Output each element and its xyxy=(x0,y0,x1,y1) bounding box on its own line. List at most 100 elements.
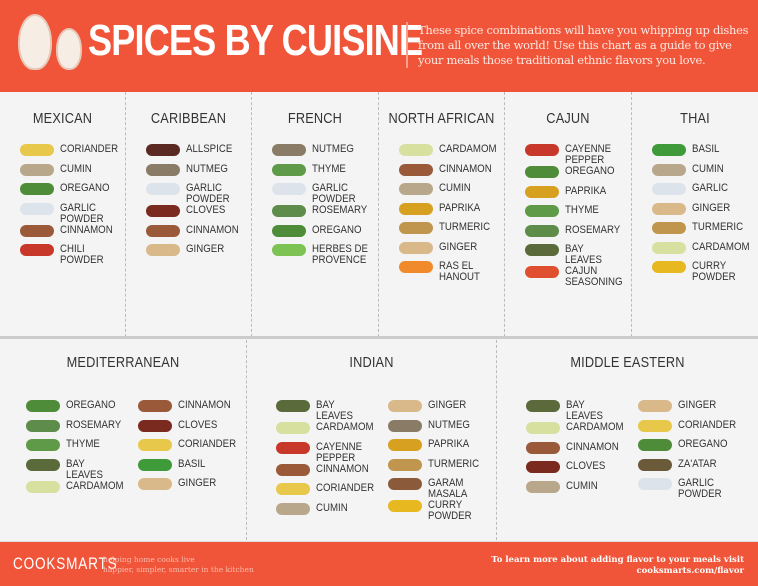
allspice-icon xyxy=(146,144,180,156)
chili-powder-icon xyxy=(20,244,54,256)
thyme-icon xyxy=(272,163,306,176)
spice-item: Ginger xyxy=(399,241,504,262)
nutmeg-icon xyxy=(388,419,422,432)
cuisine-indian: INDIAN Bay Leaves Cardamom Cayenne Pepper Ci… xyxy=(247,340,497,540)
spice-item: Ginger xyxy=(388,400,492,420)
spice-item: Garlic Powder xyxy=(146,183,251,205)
cuisine-title: FRENCH xyxy=(287,110,343,127)
garlic-powder-icon xyxy=(146,183,180,195)
spice-label: Coriander xyxy=(178,438,237,450)
spice-item: Cardamom xyxy=(652,240,758,262)
spice-label: Ginger xyxy=(692,201,731,214)
cuisine-french: FRENCH Nutmeg Thyme Garlic Powder Rosemary Or… xyxy=(252,92,379,337)
spice-list: Cayenne Pepper Oregano Paprika Thyme Rosemar… xyxy=(505,144,631,288)
oregano-icon xyxy=(272,224,306,237)
cta-link[interactable]: To learn more about adding flavor to you… xyxy=(491,555,744,576)
cuisine-cajun: CAJUN Cayenne Pepper Oregano Paprika Thyme Ro… xyxy=(505,92,632,337)
spice-label: Turmeric xyxy=(692,221,744,233)
spice-label: Paprika xyxy=(428,438,470,450)
spice-item: Ginger xyxy=(652,201,758,223)
spice-item: Oregano xyxy=(638,439,742,459)
spice-item: Garlic Powder xyxy=(638,478,742,500)
cuisine-title: MEDITERRANEAN xyxy=(66,354,180,371)
garlic-icon xyxy=(18,14,52,70)
tagline: helping home cooks live happier, simpler… xyxy=(103,555,254,574)
spice-item: Coriander xyxy=(638,419,742,440)
spice-label: Cinnamon xyxy=(60,223,113,236)
spice-item: Cinnamon xyxy=(276,463,380,484)
spice-label: Cardamom xyxy=(316,421,374,433)
spice-label: Bay Leaves xyxy=(565,243,602,266)
oregano-icon xyxy=(638,439,672,451)
spice-item: Turmeric xyxy=(652,222,758,242)
spice-item: Allspice xyxy=(146,144,251,164)
oregano-icon xyxy=(26,400,60,412)
spice-label: Cinnamon xyxy=(439,162,492,175)
spice-label: Cumin xyxy=(566,479,598,492)
spice-list: Cinnamon Cloves Coriander Basil Ginger xyxy=(138,400,242,500)
spice-label: Ras el Hanout xyxy=(439,260,480,283)
cuisine-thai: THAI Basil Cumin Garlic Ginger Turmeric Cardam… xyxy=(632,92,758,337)
spice-label: Cardamom xyxy=(692,240,750,253)
spice-label: Cloves xyxy=(178,418,218,431)
herbes-de-provence-icon xyxy=(272,244,306,256)
spice-label: Thyme xyxy=(66,438,100,450)
page-title: SPICES BY CUISINE xyxy=(88,16,423,65)
paprika-icon xyxy=(399,202,433,215)
spice-item: Cumin xyxy=(276,501,380,523)
spice-label: Paprika xyxy=(439,201,481,214)
cuisine-north-african: NORTH AFRICAN Cardamom Cinnamon Cumin Paprik… xyxy=(379,92,505,337)
spice-list: Coriander Cumin Oregano Garlic Powder Cinnam… xyxy=(0,144,125,266)
spice-columns: Bay Leaves Cardamom Cinnamon Cloves Cumin Gin… xyxy=(497,400,758,500)
cumin-icon xyxy=(399,183,433,195)
curry-powder-icon xyxy=(388,500,422,512)
basil-icon xyxy=(138,458,172,471)
spice-item: Coriander xyxy=(276,483,380,503)
cloves-icon xyxy=(146,205,180,217)
spice-item: Cumin xyxy=(399,183,504,203)
cinnamon-icon xyxy=(20,224,54,237)
coriander-icon xyxy=(638,419,672,432)
spice-item: Cloves xyxy=(138,418,242,440)
cumin-icon xyxy=(20,163,54,176)
spice-item: Ginger xyxy=(146,244,251,264)
spice-label: Cloves xyxy=(566,460,606,472)
cuisine-title: NORTH AFRICAN xyxy=(388,110,495,127)
spice-label: Bay Leaves xyxy=(66,457,103,481)
footer: COOKSMARTS helping home cooks live happi… xyxy=(0,541,758,586)
cayenne-pepper-icon xyxy=(525,144,559,156)
spice-item: Cloves xyxy=(526,461,630,481)
spice-item: Cayenne Pepper xyxy=(525,144,631,166)
spice-label: Ginger xyxy=(678,399,717,411)
spice-item: Basil xyxy=(138,458,242,479)
spice-item: Ginger xyxy=(138,478,242,498)
spice-label: Oregano xyxy=(312,223,362,236)
spice-item: Cardamom xyxy=(26,480,130,501)
spice-label: Turmeric xyxy=(439,221,491,233)
spice-item: Cinnamon xyxy=(20,223,125,245)
ginger-icon xyxy=(138,478,172,490)
cumin-icon xyxy=(276,502,310,515)
nutmeg-icon xyxy=(146,163,180,176)
spice-list: Ginger Nutmeg Paprika Turmeric Garam Masala C… xyxy=(388,400,492,522)
spice-label: Garam Masala xyxy=(428,477,468,500)
spice-item: Cayenne Pepper xyxy=(276,441,380,464)
spice-item: Cinnamon xyxy=(146,224,251,245)
spice-item: Cardamom xyxy=(276,422,380,442)
spice-label: Curry Powder xyxy=(692,260,736,283)
spice-item: Garlic Powder xyxy=(272,183,378,205)
spice-label: Bay Leaves xyxy=(566,399,603,422)
spice-label: Chili Powder xyxy=(60,243,104,266)
spice-item: Garam Masala xyxy=(388,478,492,500)
cardamom-icon xyxy=(399,144,433,156)
spice-item: Cinnamon xyxy=(399,162,504,184)
coriander-icon xyxy=(138,439,172,451)
cuisine-middle-eastern: MIDDLE EASTERN Bay Leaves Cardamom Cinnamon… xyxy=(497,340,758,540)
cooksmarts-logo[interactable]: COOKSMARTS xyxy=(13,554,118,573)
spice-label: Cumin xyxy=(316,501,348,514)
spice-label: Oregano xyxy=(60,182,110,194)
spice-list: Allspice Nutmeg Garlic Powder Cloves Cinnamo… xyxy=(126,144,251,264)
ginger-icon xyxy=(399,241,433,254)
spice-label: Cajun Seasoning xyxy=(565,265,623,288)
spice-label: Cayenne Pepper xyxy=(565,143,612,166)
